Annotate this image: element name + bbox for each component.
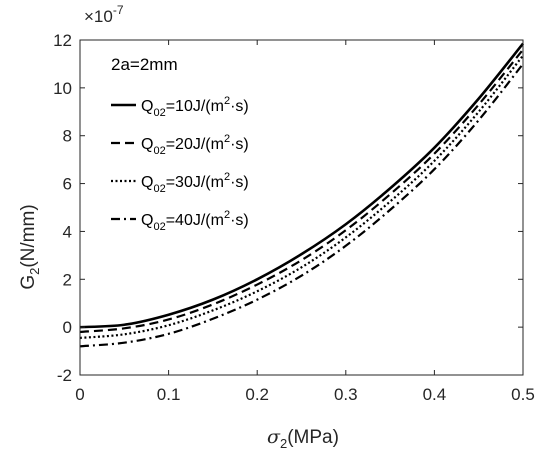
plot-frame [79,39,524,376]
legend-label-4: Q02=40J/(m2·s) [141,209,249,233]
y-tick-label: 12 [53,31,72,50]
legend: Q02=10J/(m2·s) Q02=20J/(m2·s) Q02=30J/(m2·… [111,95,249,233]
y-exponent-base: ×10 [84,7,113,26]
legend-label-2: Q02=20J/(m2·s) [141,133,249,157]
x-tick-label: 0.4 [423,385,447,404]
annotation-2a: 2a=2mm [111,55,178,74]
y-axis-title-symbol: G [18,275,39,290]
y-exponent-power: -7 [113,3,124,17]
y-tick-label: 8 [63,127,72,146]
y-axis-title-unit: (N/mm) [18,204,39,267]
x-tick-label: 0.2 [245,385,269,404]
series-line-2 [79,48,524,334]
y-tick-label: -2 [57,366,72,385]
y-tick-label: 0 [63,318,72,337]
x-tick-label: 0 [75,385,84,404]
y-axis-title-subscript: 2 [27,268,42,275]
series-line-4 [79,63,524,348]
y-tick-label: 6 [63,175,72,194]
x-tick-label: 0.3 [334,385,358,404]
x-tick-label: 0.5 [511,385,535,404]
series-line-1 [79,42,525,329]
axes-group [79,39,524,376]
y-tick-label: 10 [53,79,72,98]
y-tick-label: 2 [63,270,72,289]
y-exponent-label: ×10-7 [84,3,124,26]
x-axis-title: σ2(MPa) [267,426,339,451]
legend-label-1: Q02=10J/(m2·s) [141,95,249,119]
x-axis-title-unit: (MPa) [287,427,339,448]
y-tick-label: 4 [63,222,72,241]
x-tick-label: 0.1 [157,385,181,404]
x-axis-title-subscript: 2 [280,436,287,451]
series-group [79,42,525,348]
x-axis-title-symbol: σ [267,426,281,448]
legend-label-3: Q02=30J/(m2·s) [141,171,249,195]
series-line-3 [79,54,524,340]
y-axis-title: G2(N/mm) [18,204,42,289]
